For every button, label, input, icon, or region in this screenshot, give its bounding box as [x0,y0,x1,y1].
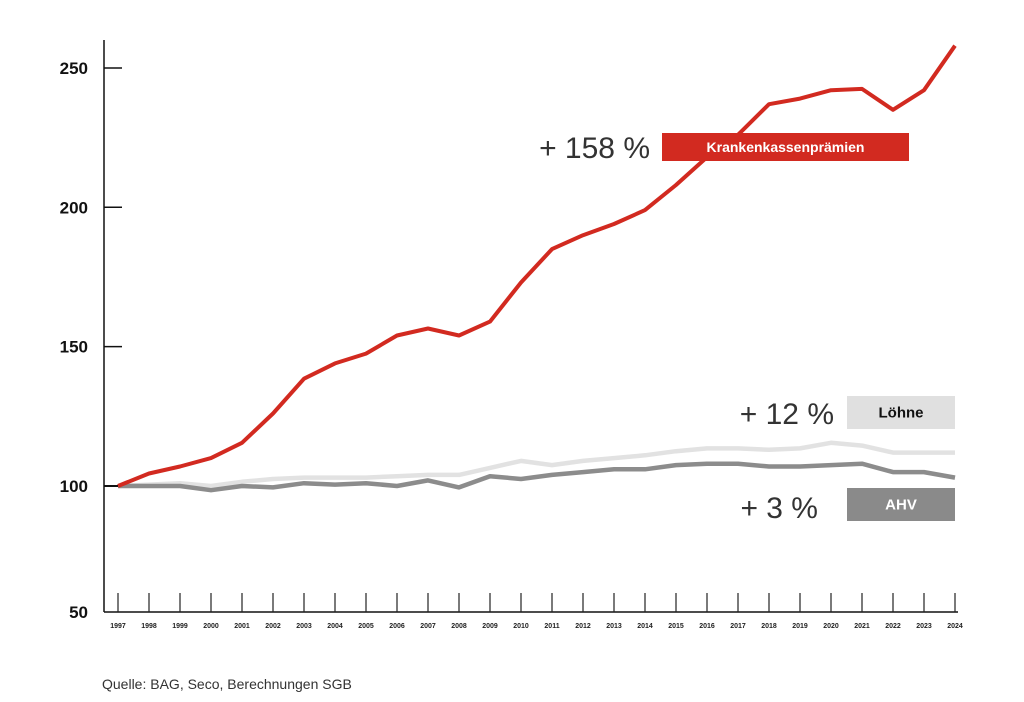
series-line-ahv [118,461,956,493]
x-tick-label: 2022 [885,623,901,630]
x-tick-label: 2000 [203,623,219,630]
x-tick-label: 2015 [668,623,684,630]
legend-label: Löhne [879,405,924,422]
x-tick-label: 2008 [451,623,467,630]
x-tick-label: 2021 [854,623,870,630]
x-tick-label: 1999 [172,623,188,630]
x-tick-label: 1997 [110,623,126,630]
y-tick-label: 200 [60,198,88,217]
legend-label: AHV [885,497,917,514]
x-tick-label: 2024 [947,623,963,630]
x-tick-label: 2014 [637,623,653,630]
x-tick-label: 2002 [265,623,281,630]
x-tick-label: 2017 [730,623,746,630]
change-annotation: + 158 % [539,132,650,165]
legend-label: Krankenkassenprämien [707,139,865,155]
y-tick-label: 50 [69,603,88,622]
x-tick-label: 2013 [606,623,622,630]
x-tick-label: 1998 [141,623,157,630]
x-tick-label: 2006 [389,623,405,630]
source-note: Quelle: BAG, Seco, Berechnungen SGB [102,676,352,692]
x-tick-label: 2011 [544,623,559,630]
x-tick-label: 2005 [358,623,374,630]
legend-box-krankenkassenprämien [662,133,909,161]
change-annotation: + 3 % [740,492,818,525]
change-annotation: + 12 % [740,398,834,431]
x-tick-label: 2019 [792,623,808,630]
x-tick-label: 2012 [575,623,591,630]
x-tick-label: 2004 [327,623,343,630]
x-tick-label: 2001 [234,623,250,630]
y-tick-label: 100 [60,477,88,496]
x-tick-label: 2009 [482,623,498,630]
legend-box-löhne [847,396,955,429]
y-tick-label: 150 [60,338,88,357]
series-line-krankenkassenprämien [117,44,957,488]
x-tick-label: 2016 [699,623,715,630]
legend-box-ahv [847,488,955,521]
x-tick-label: 2023 [916,623,932,630]
series-line-löhne [117,440,955,489]
x-tick-label: 2010 [513,623,529,630]
y-tick-label: 250 [60,59,88,78]
x-tick-label: 2018 [761,623,777,630]
x-tick-label: 2007 [420,623,436,630]
x-tick-label: 2003 [296,623,312,630]
x-tick-label: 2020 [823,623,839,630]
